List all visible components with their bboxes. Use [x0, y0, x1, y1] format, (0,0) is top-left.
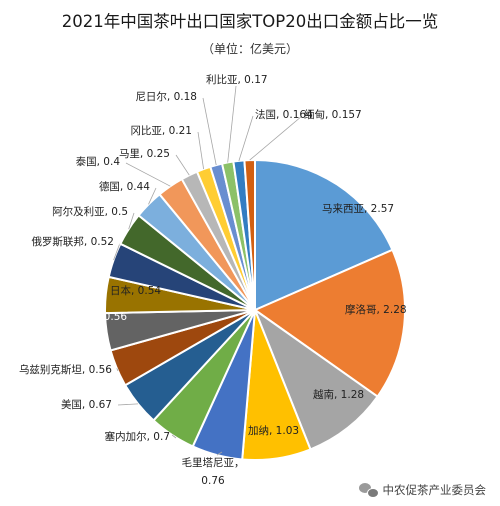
leader-line	[227, 85, 237, 163]
data-label: 美国, 0.67	[61, 398, 112, 411]
leader-line	[238, 115, 254, 162]
leader-line	[216, 451, 223, 456]
leader-line	[116, 368, 119, 372]
leader-line	[148, 187, 157, 205]
data-label: 马里, 0.25	[119, 148, 170, 160]
data-label: 多哥, 0.56	[76, 310, 127, 323]
pie-slice	[252, 307, 379, 451]
leader-line	[128, 212, 135, 230]
data-label: 塞内加尔, 0.7	[105, 430, 170, 443]
data-label: 乌兹别克斯坦, 0.56	[19, 363, 112, 376]
leader-line	[117, 403, 139, 406]
data-label: 法国, 0.164	[255, 108, 313, 121]
data-label: 冈比亚, 0.21	[130, 124, 192, 137]
leader-line	[249, 115, 303, 161]
data-label: 加纳, 1.03	[248, 424, 299, 437]
footer-brand: 中农促茶产业委员会	[382, 483, 487, 497]
data-label: 泰国, 0.4	[76, 155, 121, 168]
pie-slice	[254, 158, 394, 312]
leader-line	[175, 154, 190, 176]
data-label: 越南, 1.28	[313, 388, 364, 401]
leader-line	[171, 434, 177, 439]
leader-line	[125, 162, 171, 187]
data-label: 德国, 0.44	[99, 180, 150, 193]
pie-slice	[243, 158, 256, 311]
data-label: 日本, 0.54	[110, 284, 161, 297]
data-label: 马来西亚, 2.57	[322, 203, 394, 215]
footer-watermark: 中农促茶产业委员会	[358, 482, 487, 498]
chart-title: 2021年中国茶叶出口国家TOP20出口金额占比一览	[61, 12, 439, 31]
data-label: 毛里塔尼亚， 0.76	[182, 456, 245, 487]
data-label: 尼日尔, 0.18	[135, 90, 197, 103]
data-label: 缅甸, 0.157	[304, 108, 362, 121]
data-label: 摩洛哥, 2.28	[345, 303, 407, 316]
leader-line	[113, 242, 121, 261]
data-label: 俄罗斯联邦, 0.52	[31, 235, 114, 248]
chart-subtitle: （单位：亿美元）	[201, 42, 298, 56]
data-label: 利比亚, 0.17	[206, 73, 268, 86]
pie-slice	[252, 248, 406, 398]
leader-line	[197, 131, 204, 170]
leader-line	[202, 97, 217, 166]
data-label: 阿尔及利亚, 0.5	[52, 205, 128, 218]
wechat-icon	[358, 483, 379, 498]
